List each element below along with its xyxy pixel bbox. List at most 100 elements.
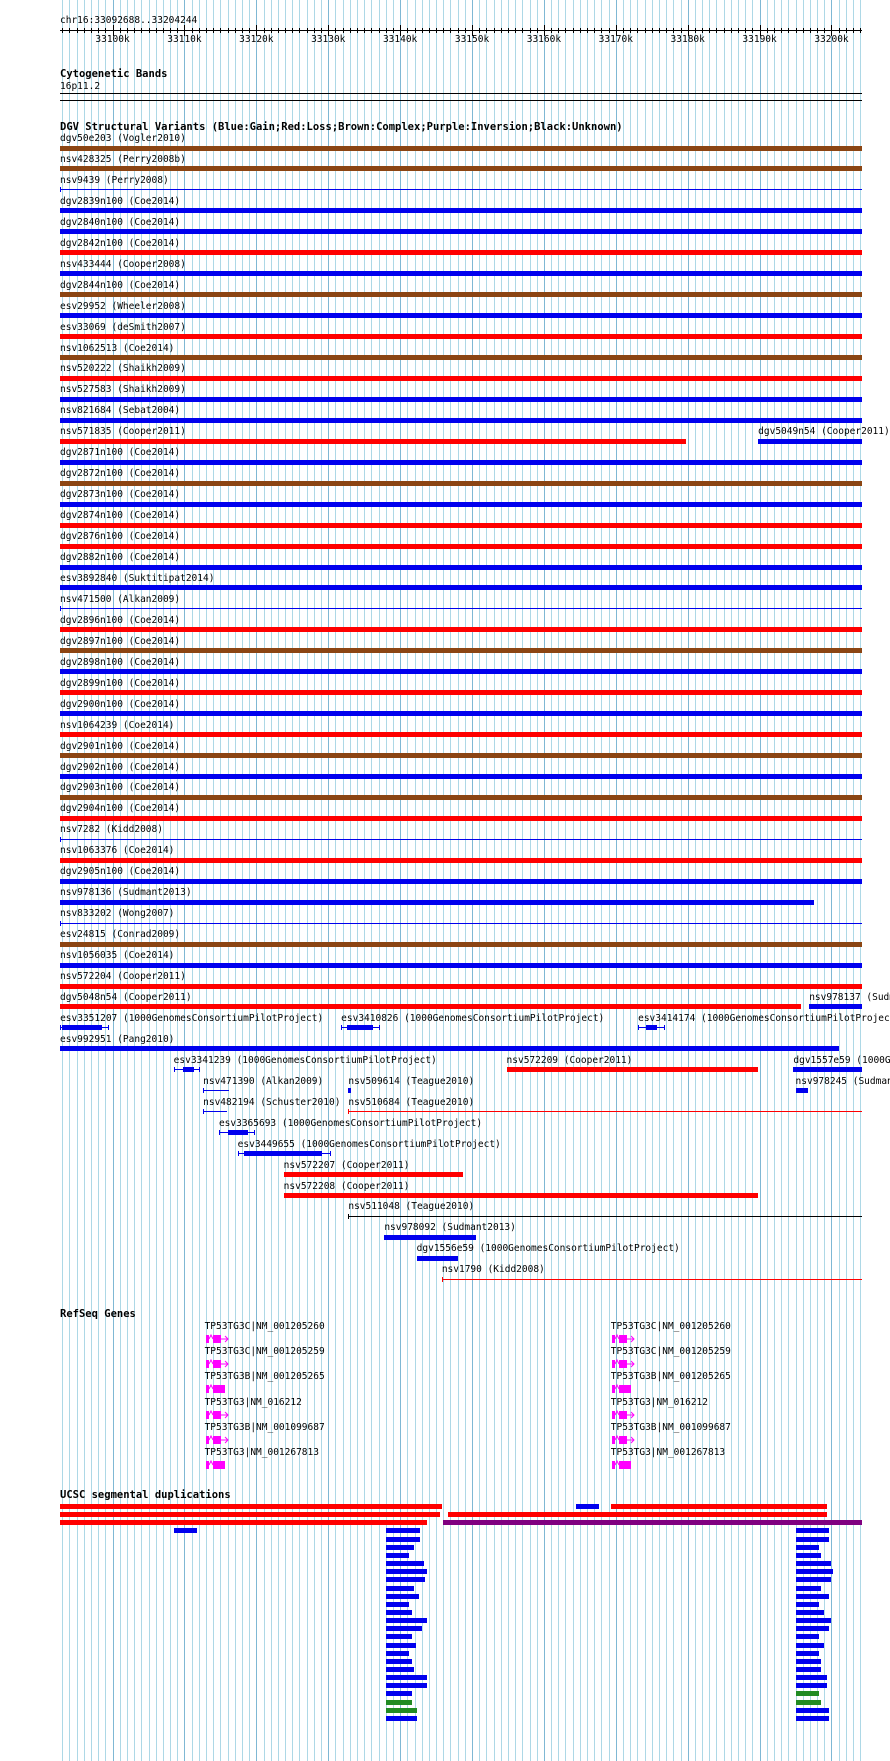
variant-bar[interactable] (60, 794, 862, 800)
segdup-bar[interactable] (385, 1699, 413, 1705)
variant-bar[interactable] (60, 375, 862, 381)
segdup-bar[interactable] (385, 1536, 421, 1542)
variant-bar[interactable] (506, 1067, 759, 1073)
segdup-bar[interactable] (795, 1593, 829, 1599)
variant-bar[interactable] (646, 1025, 657, 1031)
segdup-bar[interactable] (610, 1504, 828, 1509)
segdup-bar[interactable] (60, 1504, 442, 1509)
variant-bar[interactable] (348, 1111, 862, 1113)
variant-bar[interactable] (384, 1234, 477, 1240)
segdup-bar[interactable] (795, 1618, 832, 1624)
variant-bar[interactable] (203, 1090, 230, 1092)
segdup-bar[interactable] (442, 1520, 862, 1526)
segdup-bar[interactable] (385, 1658, 413, 1664)
gene-glyph[interactable] (205, 1333, 232, 1345)
variant-bar[interactable] (60, 838, 862, 840)
variant-bar[interactable] (60, 438, 687, 444)
segdup-bar[interactable] (795, 1528, 830, 1534)
variant-bar[interactable] (60, 145, 862, 151)
variant-bar[interactable] (60, 608, 862, 610)
variant-bar[interactable] (60, 229, 862, 235)
gene-glyph[interactable] (205, 1358, 232, 1370)
segdup-bar[interactable] (173, 1528, 198, 1534)
segdup-bar[interactable] (795, 1536, 830, 1542)
segdup-bar[interactable] (385, 1601, 410, 1607)
segdup-bar[interactable] (385, 1715, 418, 1721)
segdup-bar[interactable] (795, 1544, 819, 1550)
segdup-bar[interactable] (795, 1634, 819, 1640)
variant-bar[interactable] (60, 459, 862, 465)
dgv-track-title[interactable]: DGV Structural Variants (Blue:Gain;Red:L… (60, 121, 623, 133)
gene-glyph[interactable] (205, 1409, 232, 1421)
variant-bar[interactable] (60, 962, 862, 968)
segdup-bar[interactable] (385, 1552, 410, 1558)
segdup-bar[interactable] (795, 1552, 822, 1558)
segdup-bar[interactable] (795, 1691, 819, 1697)
variant-bar[interactable] (346, 1025, 373, 1031)
variant-bar[interactable] (348, 1215, 862, 1217)
variant-bar[interactable] (60, 878, 862, 884)
variant-bar[interactable] (183, 1067, 194, 1073)
variant-bar[interactable] (60, 753, 862, 759)
segdup-bar[interactable] (385, 1528, 421, 1534)
gene-glyph[interactable] (611, 1383, 638, 1395)
variant-bar[interactable] (60, 711, 862, 717)
segdup-bar[interactable] (795, 1675, 828, 1681)
variant-bar[interactable] (283, 1172, 464, 1178)
variant-bar[interactable] (60, 501, 862, 507)
variant-bar[interactable] (60, 983, 862, 989)
cyto-track-title[interactable]: Cytogenetic Bands (60, 68, 168, 80)
gene-glyph[interactable] (611, 1409, 638, 1421)
variant-bar[interactable] (60, 857, 862, 863)
variant-bar[interactable] (60, 690, 862, 696)
segdup-bar[interactable] (795, 1642, 824, 1648)
segdup-bar[interactable] (795, 1667, 822, 1672)
segdup-bar[interactable] (795, 1569, 833, 1575)
variant-bar[interactable] (60, 271, 862, 277)
variant-bar[interactable] (60, 313, 862, 319)
variant-bar[interactable] (227, 1130, 248, 1136)
segdup-bar[interactable] (795, 1561, 832, 1567)
segdup-track-title[interactable]: UCSC segmental duplications (60, 1489, 231, 1501)
gene-glyph[interactable] (205, 1434, 232, 1446)
segdup-bar[interactable] (795, 1658, 822, 1664)
gene-glyph[interactable] (205, 1383, 232, 1395)
segdup-bar[interactable] (385, 1585, 414, 1591)
segdup-bar[interactable] (385, 1642, 416, 1648)
variant-bar[interactable] (60, 208, 862, 214)
segdup-bar[interactable] (385, 1544, 414, 1550)
segdup-bar[interactable] (385, 1561, 424, 1567)
segdup-bar[interactable] (385, 1707, 418, 1713)
segdup-bar[interactable] (60, 1512, 441, 1518)
segdup-bar[interactable] (795, 1699, 821, 1705)
variant-bar[interactable] (795, 1088, 809, 1094)
variant-bar[interactable] (283, 1193, 759, 1198)
variant-bar[interactable] (60, 941, 862, 947)
gene-glyph[interactable] (611, 1459, 638, 1471)
variant-bar[interactable] (60, 1046, 840, 1052)
variant-bar[interactable] (60, 899, 815, 905)
segdup-bar[interactable] (795, 1609, 824, 1615)
segdup-bar[interactable] (385, 1667, 414, 1672)
variant-bar[interactable] (60, 564, 862, 570)
variant-bar[interactable] (60, 522, 862, 528)
variant-bar[interactable] (793, 1067, 862, 1073)
variant-bar[interactable] (441, 1278, 862, 1280)
variant-bar[interactable] (60, 292, 862, 298)
variant-bar[interactable] (60, 774, 862, 779)
segdup-bar[interactable] (795, 1577, 831, 1583)
variant-bar[interactable] (60, 732, 862, 738)
refseq-track-title[interactable]: RefSeq Genes (60, 1308, 136, 1320)
segdup-bar[interactable] (385, 1609, 413, 1615)
variant-bar[interactable] (60, 648, 862, 654)
segdup-bar[interactable] (795, 1601, 819, 1607)
segdup-bar[interactable] (385, 1683, 427, 1689)
variant-bar[interactable] (60, 543, 862, 549)
segdup-bar[interactable] (795, 1715, 829, 1721)
segdup-bar[interactable] (385, 1577, 425, 1583)
variant-bar[interactable] (60, 334, 862, 340)
gene-glyph[interactable] (611, 1434, 638, 1446)
segdup-bar[interactable] (385, 1634, 413, 1640)
variant-bar[interactable] (416, 1255, 458, 1261)
segdup-bar[interactable] (385, 1675, 427, 1681)
